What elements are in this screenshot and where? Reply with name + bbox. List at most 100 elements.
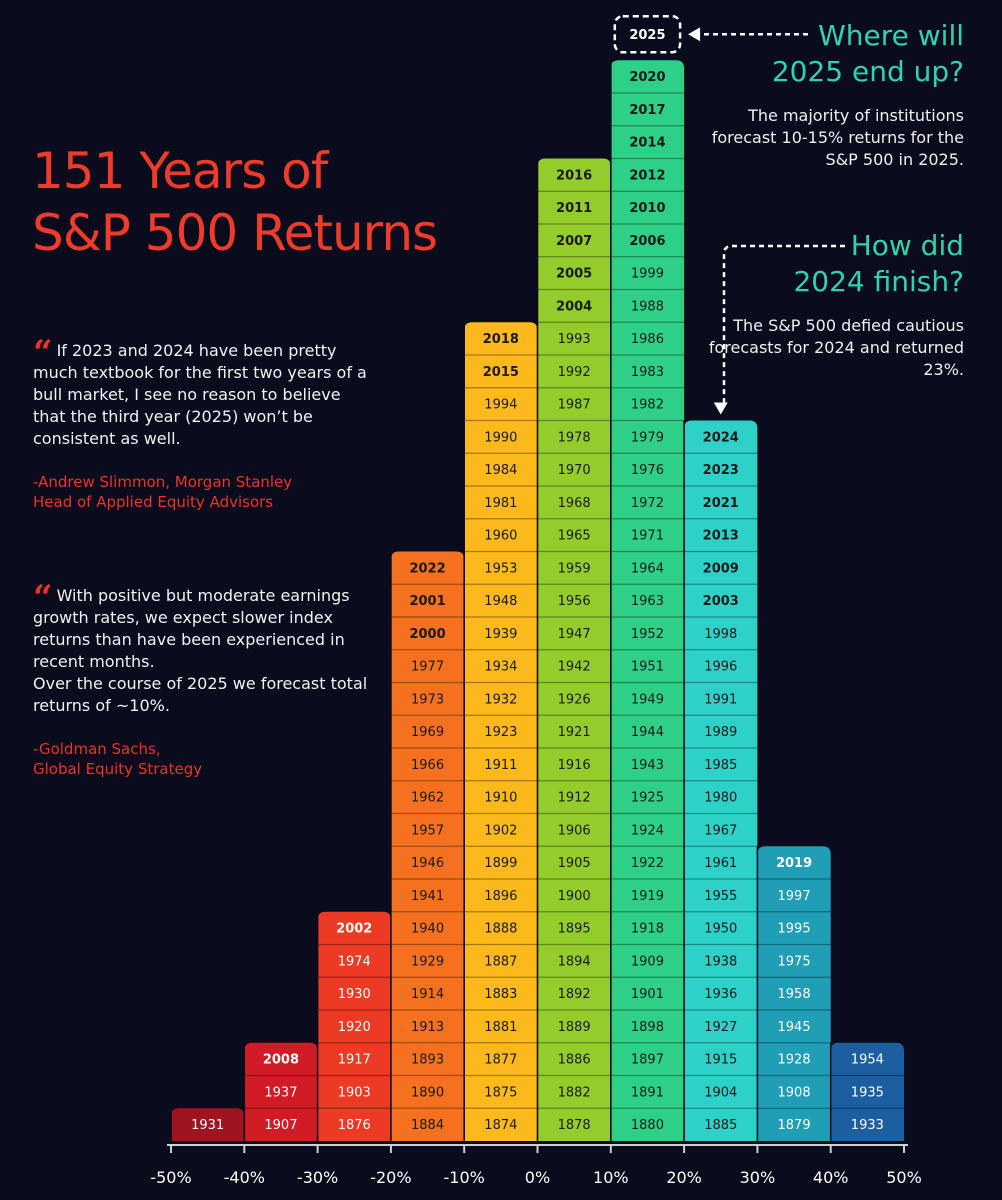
year-cell: 1996 — [684, 649, 758, 675]
tick-label: -30% — [297, 1168, 338, 1187]
column-bin-3: 1884 1890 1893 1913 1914 1929 1940 1941 1946 1957… — [390, 551, 465, 1141]
year-cell: 1941 — [390, 878, 465, 904]
year-label: 1896 — [484, 889, 517, 904]
year-label: 1965 — [558, 529, 591, 544]
year-label: 1911 — [484, 758, 517, 773]
year-label: 2024 — [703, 430, 739, 445]
year-label: 1966 — [411, 758, 444, 773]
year-label: 1977 — [411, 660, 444, 675]
year-cell: 1900 — [537, 878, 611, 904]
year-cell: 1896 — [464, 878, 538, 904]
year-cell: 1907 — [244, 1107, 318, 1133]
year-label: 1936 — [704, 987, 737, 1002]
year-cell: 2007 — [537, 223, 611, 249]
year-label: 1999 — [631, 267, 664, 282]
year-label: 1960 — [484, 529, 517, 544]
column-bin-6: 1880 1891 1897 1898 1901 1909 1918 1919 1922 1924… — [609, 60, 685, 1141]
year-cell: 1909 — [610, 943, 685, 969]
year-cell: 1957 — [390, 812, 465, 838]
year-cell: 1968 — [537, 485, 611, 511]
year-cell: 1971 — [610, 518, 685, 544]
year-label: 1874 — [484, 1118, 517, 1133]
year-cell: 1921 — [537, 714, 611, 740]
year-label: 2005 — [556, 267, 592, 282]
year-cell: 1881 — [464, 1009, 538, 1035]
year-label: 1958 — [778, 987, 811, 1002]
year-label: 2006 — [629, 234, 665, 249]
column-bin-9: 1933 1935 1954 — [829, 1042, 904, 1141]
year-cell: 1890 — [390, 1074, 465, 1100]
year-cell: 2004 — [537, 288, 611, 314]
quote-goldman-sachs: “With positive but moderate earnings gro… — [33, 581, 373, 779]
year-cell: 1901 — [610, 976, 685, 1002]
year-cell: 2006 — [610, 223, 685, 249]
year-cell: 1920 — [317, 1009, 391, 1035]
column-background — [830, 1042, 904, 1141]
year-cell: 1891 — [610, 1074, 685, 1100]
year-cell: 1903 — [317, 1074, 391, 1100]
year-label: 1955 — [704, 889, 737, 904]
year-label: 1985 — [704, 758, 737, 773]
year-label: 1991 — [704, 692, 737, 707]
year-label: 1889 — [558, 1020, 591, 1035]
callout-2024-body: The S&P 500 defied cautious forecasts fo… — [708, 316, 964, 379]
year-label: 2019 — [776, 856, 812, 871]
callout-2025-heading: Where will 2025 end up? — [772, 18, 964, 90]
year-label: 1918 — [631, 922, 664, 937]
year-cell: 1917 — [317, 1042, 391, 1068]
year-label: 1959 — [558, 561, 591, 576]
year-label: 1975 — [778, 954, 811, 969]
year-cell: 1993 — [537, 321, 611, 347]
year-label: 1947 — [558, 627, 591, 642]
year-label: 1949 — [631, 692, 664, 707]
year-cell: 1908 — [757, 1074, 831, 1100]
year-label: 1915 — [704, 1053, 737, 1068]
year-label: 1979 — [631, 430, 664, 445]
quote-attribution: -Goldman Sachs, Global Equity Strategy — [33, 739, 373, 779]
year-cell: 1997 — [757, 878, 831, 904]
year-cell: 1886 — [537, 1042, 611, 1068]
year-label: 1952 — [631, 627, 664, 642]
year-label: 1884 — [411, 1118, 444, 1133]
year-label: 1913 — [411, 1020, 444, 1035]
year-label: 1917 — [338, 1053, 371, 1068]
year-label: 2014 — [629, 136, 665, 151]
year-label: 1904 — [704, 1085, 737, 1100]
year-label: 1992 — [558, 365, 591, 380]
tick-label: -20% — [370, 1168, 411, 1187]
year-label: 1877 — [484, 1053, 517, 1068]
year-cell: 1988 — [610, 288, 685, 314]
year-label: 2012 — [629, 168, 665, 183]
year-cell: 1902 — [464, 812, 538, 838]
year-label: 1916 — [558, 758, 591, 773]
year-label: 1897 — [631, 1053, 664, 1068]
attribution-line-2: Global Equity Strategy — [33, 760, 203, 778]
forecast-year-label: 2025 — [629, 28, 665, 43]
year-label: 1885 — [704, 1118, 737, 1133]
tick-label: 0% — [525, 1168, 550, 1187]
year-label: 2018 — [483, 332, 519, 347]
year-cell: 1994 — [464, 387, 538, 413]
year-cell: 1940 — [390, 911, 465, 937]
year-cell: 1915 — [684, 1042, 758, 1068]
year-label: 1935 — [851, 1085, 884, 1100]
tick-label: 40% — [813, 1168, 849, 1187]
year-label: 1894 — [558, 954, 591, 969]
year-cell: 1966 — [390, 747, 465, 773]
year-cell: 2024 — [703, 430, 739, 445]
year-label: 2013 — [703, 529, 739, 544]
year-cell: 1893 — [390, 1042, 465, 1068]
year-cell: 1899 — [464, 845, 538, 871]
year-label: 1950 — [704, 922, 737, 937]
year-cell: 1945 — [757, 1009, 831, 1035]
year-label: 1937 — [264, 1085, 297, 1100]
year-cell: 1982 — [610, 387, 685, 413]
year-cell: 2012 — [610, 157, 685, 183]
year-cell: 1880 — [610, 1107, 685, 1133]
year-label: 1876 — [338, 1118, 371, 1133]
year-cell: 2014 — [610, 125, 685, 151]
year-label: 1938 — [704, 954, 737, 969]
year-label: 1890 — [411, 1085, 444, 1100]
year-cell: 2015 — [464, 354, 538, 380]
